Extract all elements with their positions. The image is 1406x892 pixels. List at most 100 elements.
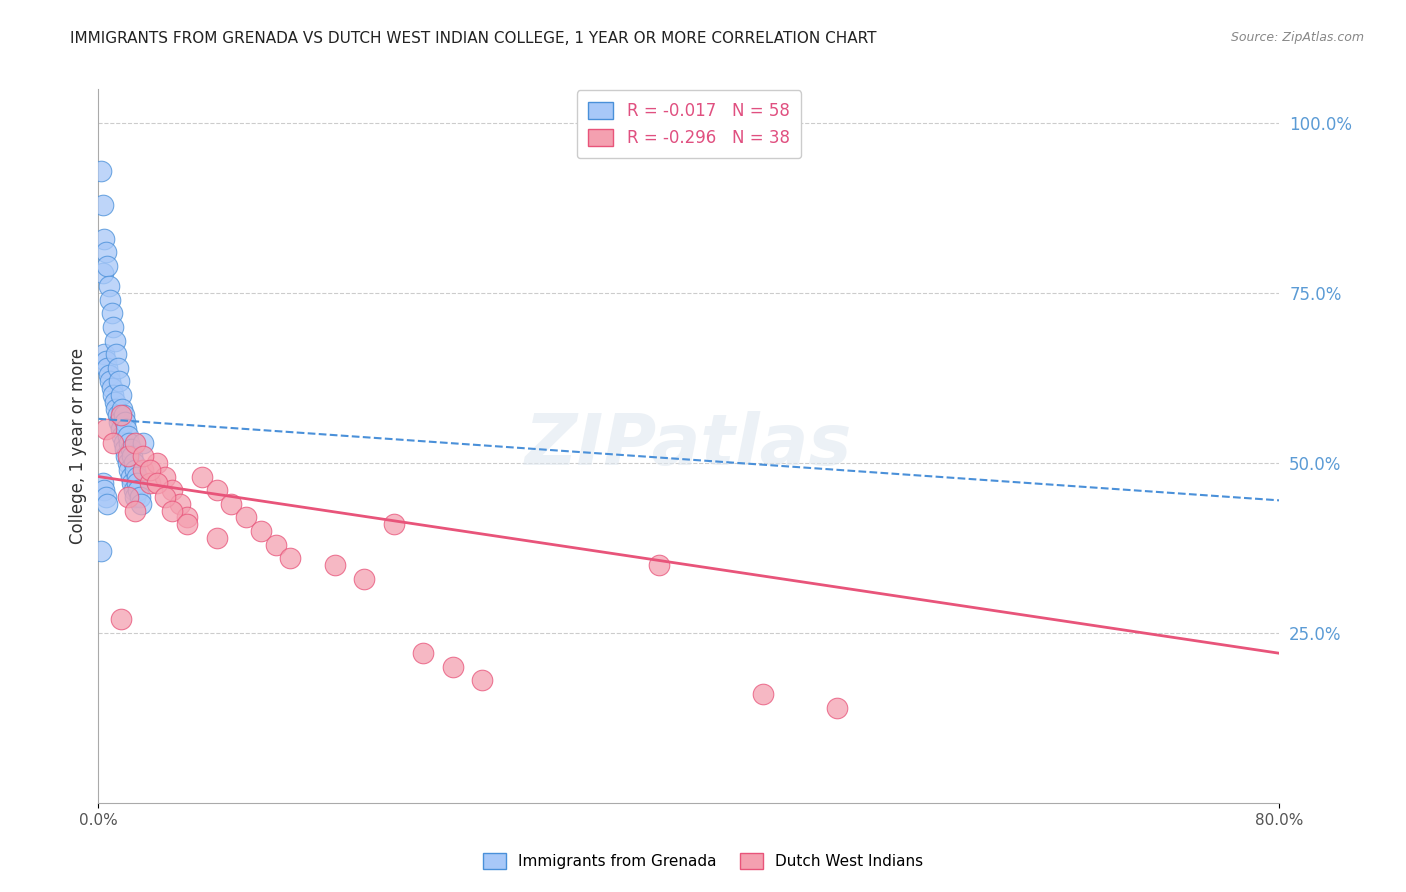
Point: [108, 375, 131, 389]
Point: [176, 510, 198, 524]
Point: [382, 517, 405, 532]
Point: [125, 476, 148, 491]
Point: [124, 435, 146, 450]
Point: [110, 422, 132, 436]
Point: [120, 469, 142, 483]
Point: [118, 463, 141, 477]
Point: [90, 163, 112, 178]
Legend: Immigrants from Grenada, Dutch West Indians: Immigrants from Grenada, Dutch West Indi…: [477, 847, 929, 875]
Point: [153, 469, 176, 483]
Point: [97, 279, 120, 293]
Point: [96, 497, 118, 511]
Point: [107, 360, 129, 375]
Point: [96, 360, 118, 375]
Point: [121, 449, 143, 463]
Point: [90, 544, 112, 558]
Text: ZIPatlas: ZIPatlas: [526, 411, 852, 481]
Point: [124, 463, 146, 477]
Point: [205, 483, 228, 498]
Point: [121, 476, 143, 491]
Point: [96, 259, 118, 273]
Point: [103, 320, 125, 334]
Point: [117, 429, 139, 443]
Point: [103, 435, 125, 450]
Point: [117, 490, 139, 504]
Point: [91, 266, 114, 280]
Point: [205, 531, 228, 545]
Text: Source: ZipAtlas.com: Source: ZipAtlas.com: [1230, 31, 1364, 45]
Point: [278, 551, 302, 566]
Y-axis label: College, 1 year or more: College, 1 year or more: [69, 348, 87, 544]
Point: [132, 463, 155, 477]
Point: [94, 490, 117, 504]
Point: [91, 198, 114, 212]
Point: [111, 429, 134, 443]
Legend: R = -0.017   N = 58, R = -0.296   N = 38: R = -0.017 N = 58, R = -0.296 N = 38: [576, 90, 801, 159]
Point: [132, 435, 155, 450]
Point: [191, 469, 214, 483]
Point: [114, 415, 136, 429]
Point: [93, 347, 115, 361]
Point: [112, 435, 135, 450]
Point: [112, 409, 135, 423]
Point: [169, 497, 191, 511]
Point: [94, 354, 117, 368]
Point: [103, 388, 125, 402]
Point: [122, 483, 145, 498]
Point: [104, 334, 127, 348]
Point: [115, 422, 138, 436]
Point: [139, 463, 162, 477]
Point: [162, 483, 183, 498]
Point: [323, 558, 346, 572]
Point: [110, 388, 132, 402]
Point: [353, 572, 375, 586]
Point: [120, 442, 142, 457]
Point: [93, 232, 115, 246]
Point: [648, 558, 671, 572]
Point: [124, 503, 146, 517]
Point: [146, 476, 169, 491]
Point: [117, 449, 139, 463]
Point: [139, 476, 162, 491]
Point: [127, 483, 149, 498]
Point: [93, 483, 115, 498]
Point: [98, 293, 121, 307]
Point: [105, 347, 128, 361]
Point: [117, 456, 139, 470]
Point: [146, 456, 169, 470]
Text: IMMIGRANTS FROM GRENADA VS DUTCH WEST INDIAN COLLEGE, 1 YEAR OR MORE CORRELATION: IMMIGRANTS FROM GRENADA VS DUTCH WEST IN…: [70, 31, 877, 46]
Point: [176, 517, 198, 532]
Point: [110, 409, 132, 423]
Point: [219, 497, 242, 511]
Point: [98, 375, 121, 389]
Point: [111, 401, 134, 416]
Point: [235, 510, 257, 524]
Point: [94, 422, 117, 436]
Point: [132, 449, 155, 463]
Point: [100, 306, 122, 320]
Point: [751, 687, 773, 701]
Point: [100, 381, 122, 395]
Point: [105, 401, 128, 416]
Point: [122, 456, 145, 470]
Point: [107, 409, 129, 423]
Point: [129, 497, 152, 511]
Point: [114, 442, 136, 457]
Point: [124, 490, 146, 504]
Point: [91, 476, 114, 491]
Point: [441, 660, 464, 674]
Point: [108, 415, 131, 429]
Point: [94, 245, 117, 260]
Point: [104, 394, 127, 409]
Point: [97, 368, 120, 382]
Point: [118, 435, 141, 450]
Point: [412, 646, 434, 660]
Point: [110, 612, 132, 626]
Point: [250, 524, 273, 538]
Point: [125, 469, 148, 483]
Point: [162, 503, 183, 517]
Point: [264, 537, 287, 551]
Point: [471, 673, 494, 688]
Point: [115, 449, 138, 463]
Point: [825, 700, 848, 714]
